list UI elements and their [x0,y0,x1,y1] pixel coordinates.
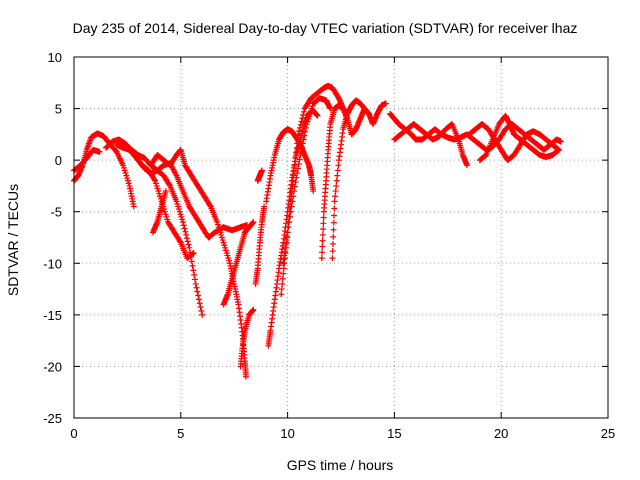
x-tick-label: 25 [601,426,615,441]
data-point-markers [103,136,206,318]
data-point-markers [263,126,317,205]
x-tick-label: 5 [177,426,184,441]
data-point-markers [150,188,169,236]
series-arc-20 [391,121,471,169]
data-point-markers [318,102,347,262]
x-tick-label: 20 [494,426,508,441]
plot-frame [73,56,609,419]
axis-ticks: 0 5 10 15 20 25 10 5 0 -5 -10 -15 -20 -25 [43,50,615,441]
x-tick-label: 0 [70,426,77,441]
y-tick-label: -15 [43,308,62,323]
y-tick-label: 10 [48,50,62,65]
data-point-markers [237,306,257,370]
data-point-markers [348,100,389,138]
data-point-markers [254,167,265,184]
series-arc-5 [126,146,197,262]
data-point-markers [466,121,562,164]
series-arc-21 [466,121,562,164]
x-tick-label: 15 [387,426,401,441]
series-arc-10 [252,203,268,287]
y-tick-label: 5 [55,102,62,117]
data-point-markers [329,97,372,262]
series-arc-12 [265,107,321,349]
series-arc-7 [147,146,249,380]
y-tick-label: 0 [55,153,62,168]
data-point-markers [476,112,562,164]
series-arc-16 [318,102,347,262]
y-tick-label: -20 [43,359,62,374]
series-arc-9 [237,306,257,370]
series-arc-3 [103,136,206,318]
series-arc-8 [220,219,257,308]
chart-title: Day 235 of 2014, Sidereal Day-to-day VTE… [73,20,578,36]
grid [74,57,608,418]
series-arc-11 [254,167,265,184]
series-arc-6 [150,188,169,236]
series-arc-15 [280,95,334,267]
data-point-markers [252,203,268,287]
data-marks [71,82,565,380]
data-point-markers [126,146,197,262]
y-tick-label: -10 [43,256,62,271]
y-tick-label: -5 [50,205,62,220]
y-axis-label: SDTVAR / TECUs [5,184,21,296]
series-arc-17 [329,97,372,262]
data-point-markers [391,121,471,169]
y-tick-label: -25 [43,411,62,426]
data-point-markers [220,219,257,308]
data-point-markers [280,95,334,267]
x-tick-label: 10 [280,426,294,441]
x-axis-label: GPS time / hours [287,457,394,473]
data-point-markers [147,146,249,380]
series-arc-18 [348,100,389,138]
series-arc-13 [263,126,317,205]
series-arc-22 [476,112,562,164]
data-point-markers [265,107,321,349]
